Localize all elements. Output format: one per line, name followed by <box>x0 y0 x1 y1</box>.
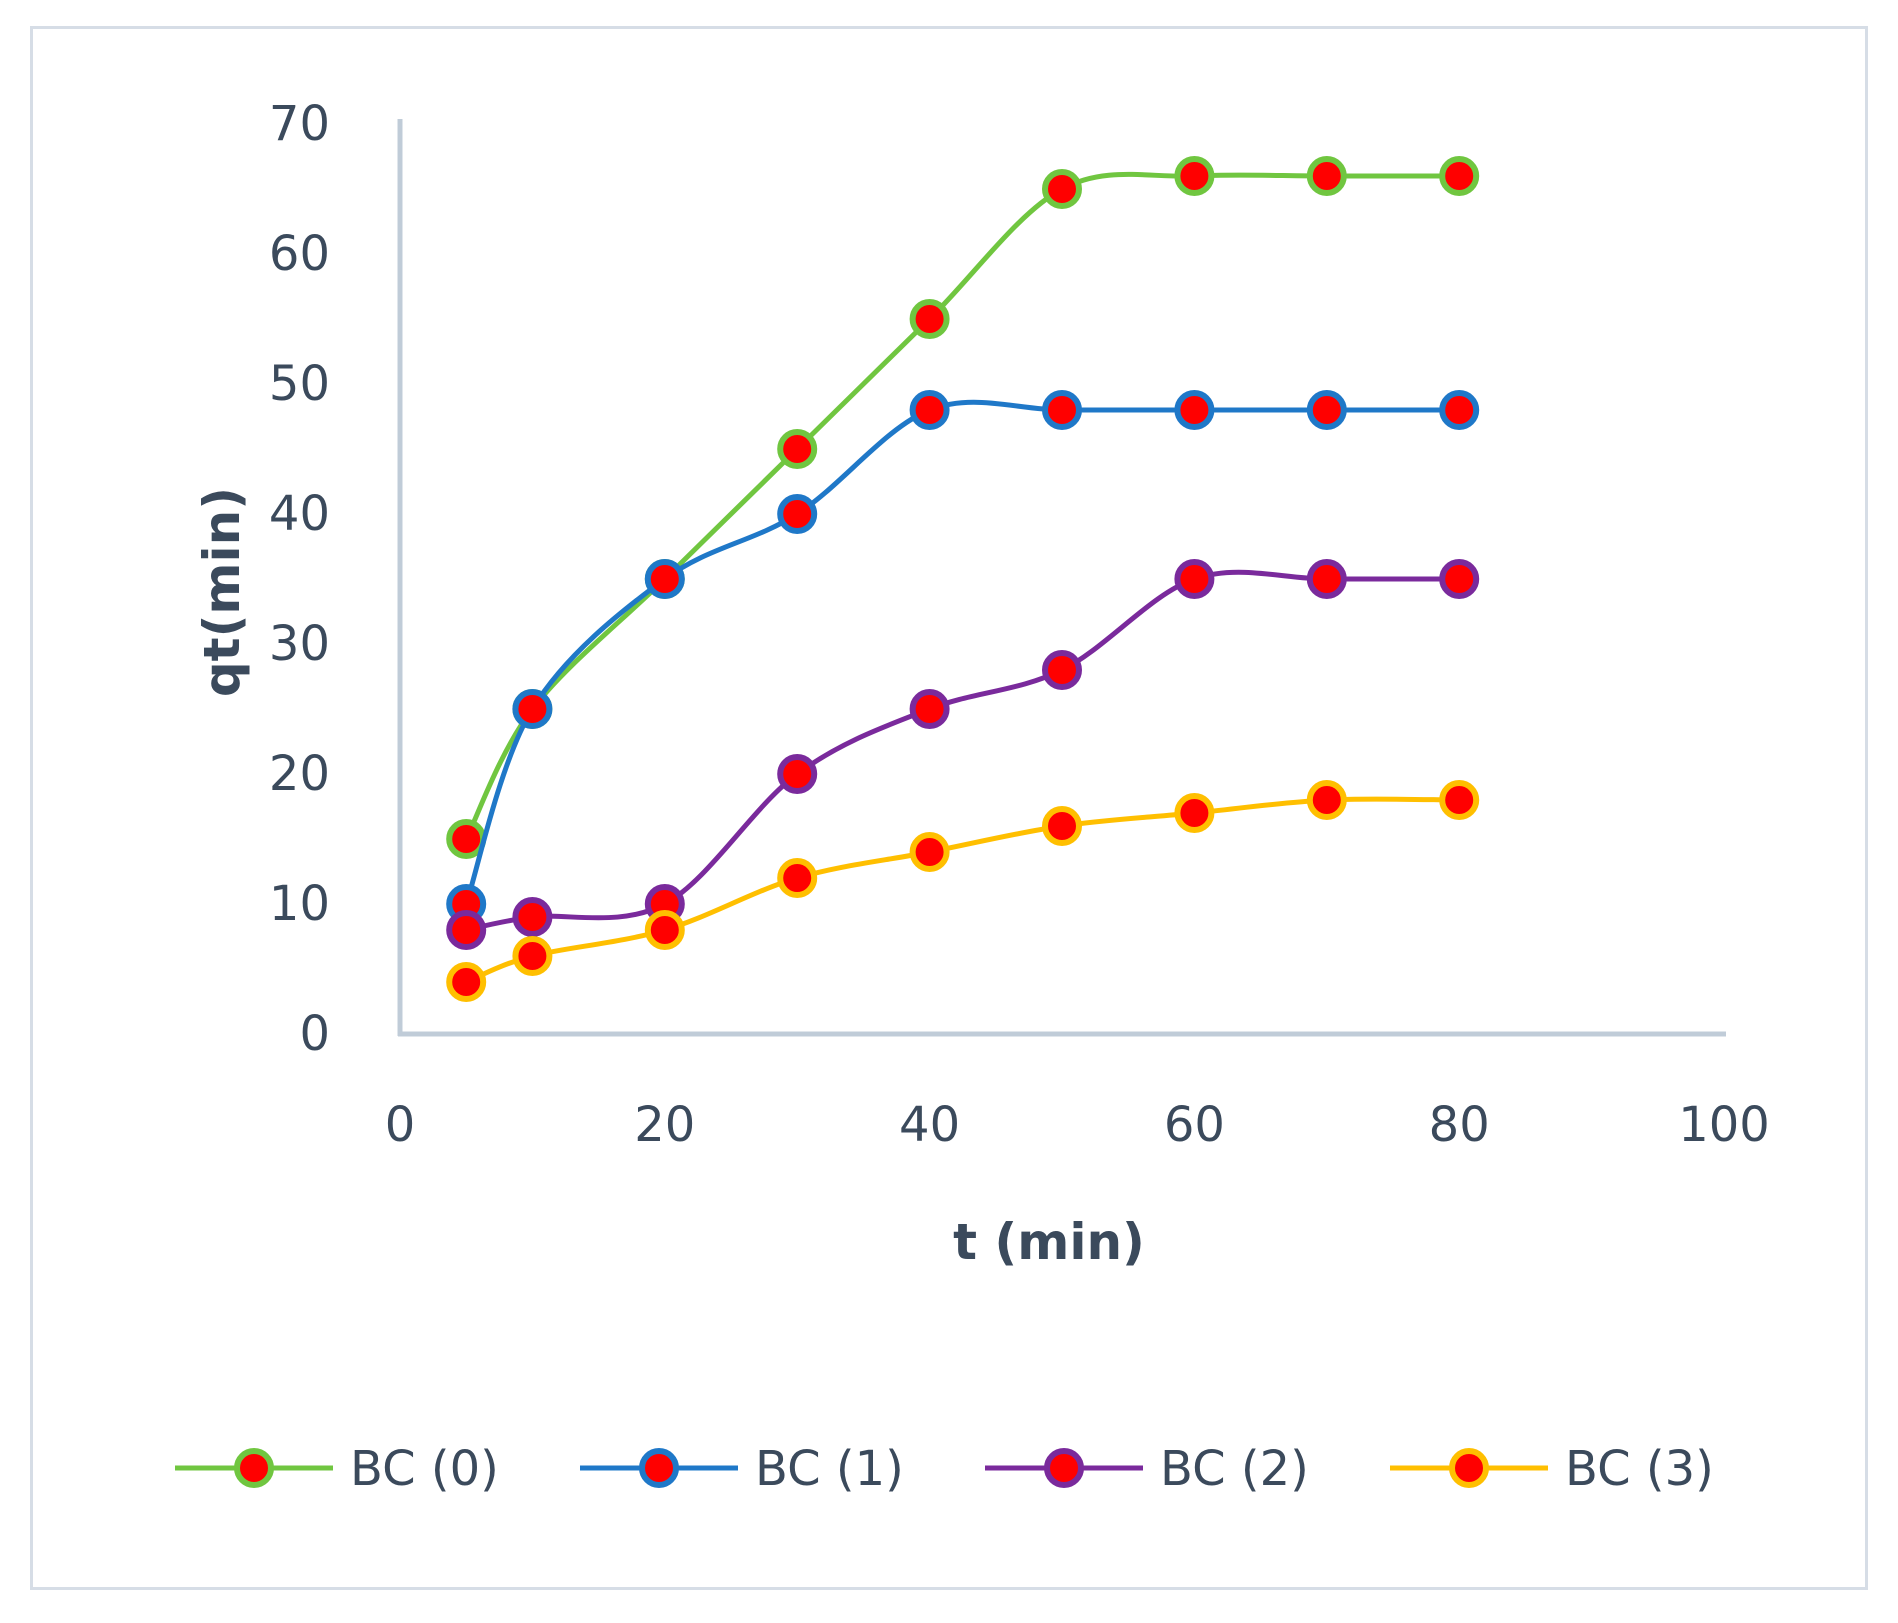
series-2-point-0 <box>446 910 487 950</box>
series-1-point-2 <box>644 559 685 599</box>
y-axis-label: qt(min) <box>193 487 251 697</box>
y-tick-label-5: 50 <box>269 356 330 412</box>
series-1-point-6 <box>1174 390 1215 430</box>
legend-item-1: BC (1) <box>580 1441 904 1497</box>
series-0-point-3 <box>777 429 818 469</box>
legend-label-1: BC (1) <box>755 1441 904 1497</box>
y-tick-label-3: 30 <box>269 616 330 672</box>
series-0-point-7 <box>1306 156 1347 196</box>
legend-marker-1 <box>639 1448 679 1488</box>
series-3-point-8 <box>1439 780 1480 820</box>
legend-marker-2 <box>1044 1448 1084 1488</box>
series-0-point-0 <box>446 819 487 859</box>
legend-item-2: BC (2) <box>985 1441 1309 1497</box>
x-tick-labels: 0 20 40 60 80 100 <box>385 1097 1770 1153</box>
series-2 <box>446 559 1480 950</box>
series-3-point-2 <box>644 910 685 950</box>
y-tick-labels: 0 10 20 30 40 50 60 70 <box>269 96 330 1062</box>
series-1-point-8 <box>1439 390 1480 430</box>
legend-marker-0 <box>234 1448 274 1488</box>
legend-label-3: BC (3) <box>1565 1441 1714 1497</box>
legend-label-2: BC (2) <box>1160 1441 1309 1497</box>
series-2-point-1 <box>512 897 553 937</box>
series-line-3 <box>463 796 1462 985</box>
y-tick-label-4: 40 <box>269 486 330 542</box>
series-1-point-1 <box>512 689 553 729</box>
legend-label-0: BC (0) <box>350 1441 499 1497</box>
x-axis-label: t (min) <box>953 1213 1145 1271</box>
legend-item-3: BC (3) <box>1390 1441 1714 1497</box>
series-1-point-5 <box>1042 390 1082 430</box>
legend-item-0: BC (0) <box>175 1441 499 1497</box>
axes <box>397 119 1726 1037</box>
y-tick-label-0: 0 <box>299 1006 330 1062</box>
series-3-point-4 <box>909 832 950 872</box>
series-2-point-5 <box>1042 650 1082 690</box>
series-2-point-7 <box>1306 559 1347 599</box>
series-1-point-4 <box>909 390 950 430</box>
y-tick-label-7: 70 <box>269 96 330 152</box>
series-0-point-4 <box>909 299 950 339</box>
chart-frame: 0 10 20 30 40 50 60 70 0 20 40 60 80 100 qt(min) t (… <box>30 26 1868 1590</box>
series-3-point-7 <box>1306 780 1347 820</box>
y-tick-label-2: 20 <box>269 746 330 802</box>
y-tick-label-6: 60 <box>269 226 330 282</box>
series-2-point-4 <box>909 689 950 729</box>
series-3-point-5 <box>1042 806 1082 846</box>
series-1-point-7 <box>1306 390 1347 430</box>
series-3-point-3 <box>777 858 818 898</box>
series-0-point-5 <box>1042 169 1082 209</box>
series-0 <box>446 156 1480 859</box>
series-2-point-6 <box>1174 559 1215 599</box>
series-1 <box>446 390 1480 924</box>
x-tick-label-2: 40 <box>899 1097 960 1153</box>
y-tick-label-1: 10 <box>269 876 330 932</box>
x-tick-label-5: 100 <box>1678 1097 1770 1153</box>
x-tick-label-1: 20 <box>634 1097 695 1153</box>
series-2-point-8 <box>1439 559 1480 599</box>
x-tick-label-3: 60 <box>1164 1097 1225 1153</box>
series-line-0 <box>463 171 1462 842</box>
series-3-point-1 <box>512 936 553 976</box>
series-3-point-0 <box>446 962 487 1002</box>
series-3 <box>446 780 1480 1002</box>
series-2-point-3 <box>777 754 818 794</box>
series-1-point-3 <box>777 494 818 534</box>
series-layer <box>446 156 1480 1002</box>
legend-marker-3 <box>1449 1448 1489 1488</box>
series-3-point-6 <box>1174 793 1215 833</box>
series-line-1 <box>463 399 1462 907</box>
x-tick-label-4: 80 <box>1429 1097 1490 1153</box>
legend: BC (0) BC (1) BC (2) BC (3) <box>175 1441 1714 1497</box>
series-0-point-8 <box>1439 156 1480 196</box>
series-0-point-6 <box>1174 156 1215 196</box>
x-tick-label-0: 0 <box>385 1097 416 1153</box>
line-chart: 0 10 20 30 40 50 60 70 0 20 40 60 80 100 qt(min) t (… <box>175 96 1770 1497</box>
